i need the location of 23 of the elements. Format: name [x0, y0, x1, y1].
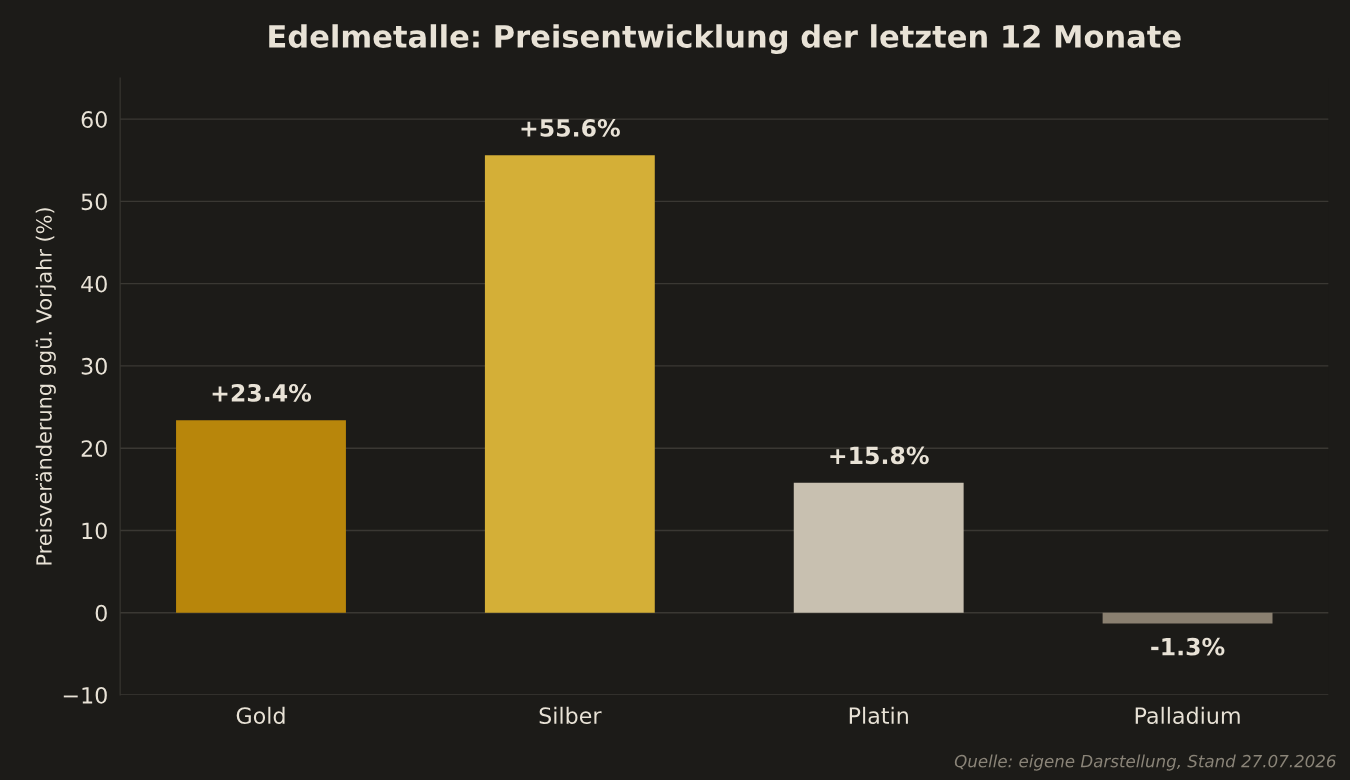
y-tick-label: 0	[95, 604, 107, 622]
y-tick-label: −10	[63, 686, 107, 704]
bar	[1102, 612, 1273, 624]
y-tick-label: 20	[81, 440, 107, 457]
y-tick-label: 50	[81, 193, 107, 211]
data-label: +55.6%	[521, 119, 620, 137]
y-tick-label: 30	[81, 357, 107, 375]
x-tick-label: Silber	[539, 706, 602, 724]
data-label: +15.8%	[830, 446, 929, 465]
bar	[176, 420, 346, 613]
x-tick-label: Platin	[849, 706, 908, 724]
data-label: +23.4%	[212, 383, 312, 402]
bar	[793, 482, 964, 613]
chart-title: Edelmetalle: Preisentwicklung der letzten 12 Monate	[269, 24, 1181, 55]
y-tick-label: 60	[81, 111, 107, 128]
x-tick-label: Gold	[236, 706, 285, 724]
data-label: -1.3%	[1151, 637, 1225, 656]
y-axis-title: Preisveränderung ggü. Vorjahr (%)	[35, 208, 56, 565]
x-tick-label: Palladium	[1135, 706, 1240, 724]
source-note: Quelle: eigene Darstellung, Stand 27.07.2026	[954, 754, 1336, 771]
y-tick-label: 10	[82, 522, 107, 540]
y-tick-label: 40	[81, 275, 107, 293]
bar	[484, 155, 655, 613]
